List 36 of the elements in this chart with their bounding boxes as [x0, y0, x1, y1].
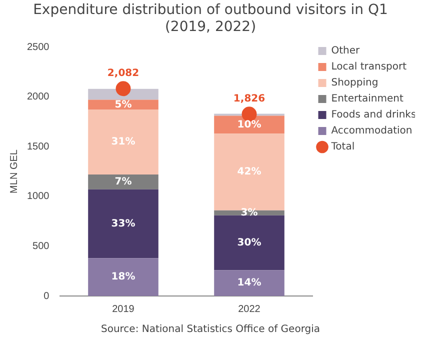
- source-note: Source: National Statistics Office of Georgia: [100, 324, 322, 335]
- legend-label: Accommodation: [331, 126, 412, 137]
- annotation: 7%: [114, 176, 132, 188]
- bar: [88, 110, 158, 174]
- y-tick-label: 2500: [26, 42, 50, 53]
- x-tick-label: 2019: [112, 304, 135, 315]
- data-label: 2,082: [107, 68, 140, 80]
- y-tick-label: 500: [32, 240, 50, 252]
- bar: [214, 215, 284, 270]
- chart-subtitle: (2019, 2022): [164, 19, 258, 36]
- annotation: 14%: [237, 278, 262, 289]
- y-tick-label: 1000: [26, 191, 50, 202]
- legend-label: Entertainment: [331, 94, 404, 105]
- annotation: 31%: [111, 136, 136, 148]
- y-tick-label: 2000: [26, 92, 50, 103]
- annotation: 18%: [111, 272, 136, 283]
- annotation: 30%: [237, 237, 262, 248]
- legend-label: Local transport: [331, 62, 407, 73]
- annotation: 33%: [111, 218, 136, 230]
- annotation: 5%: [114, 99, 132, 110]
- chart-title: Expenditure distribution of outbound visitors in Q1: [32, 2, 389, 19]
- x-tick-label: 2022: [238, 304, 261, 315]
- legend-label: Shopping: [331, 78, 378, 89]
- annotation: 3%: [240, 207, 258, 218]
- bar: [88, 258, 158, 296]
- bar: [88, 189, 158, 258]
- y-tick-label: 0: [44, 290, 50, 302]
- annotation: 10%: [237, 119, 262, 130]
- legend-label: Other: [331, 46, 361, 57]
- y-axis-title: MLN GEL: [8, 149, 20, 194]
- bar: [214, 270, 284, 296]
- bar: [88, 174, 158, 190]
- data-label: 1,826: [233, 94, 266, 105]
- legend-label: Total: [330, 142, 355, 153]
- y-tick-label: 1500: [26, 141, 50, 152]
- annotation: 42%: [237, 166, 262, 178]
